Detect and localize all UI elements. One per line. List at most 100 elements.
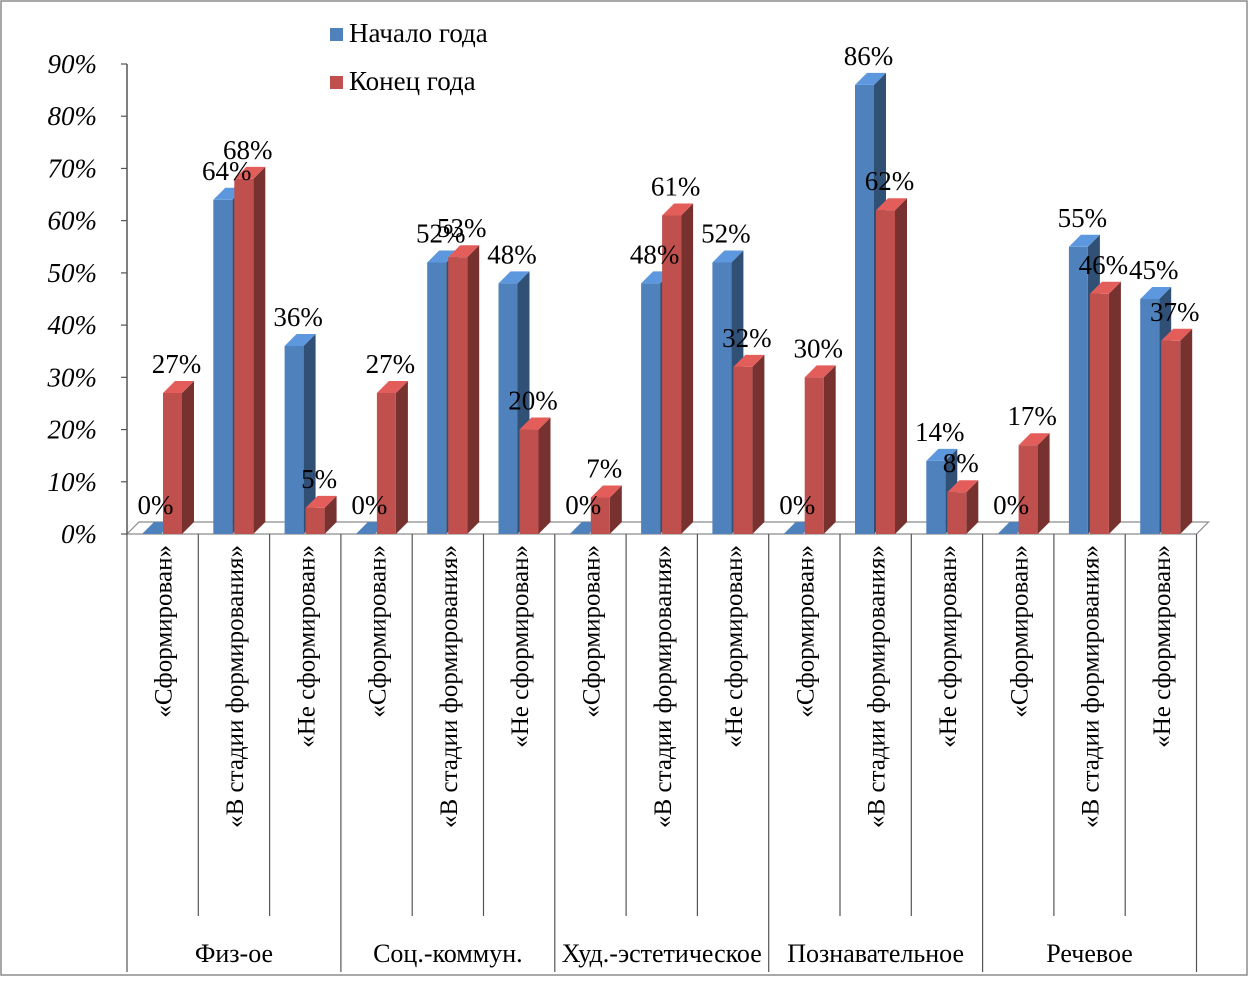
data-label: 0% [779,490,815,520]
bar-top [305,495,337,508]
bar-front [804,377,824,534]
data-label: 20% [508,386,558,416]
data-label: 0% [565,490,601,520]
bar-front [947,492,967,534]
data-label: 7% [586,453,622,483]
y-tick-label: 40% [48,310,98,340]
y-tick-label: 60% [48,206,98,236]
bar-front [284,346,304,534]
category-label: «В стадии формирования» [436,545,463,828]
bar-front [519,429,539,534]
bar [1161,328,1193,534]
bar [590,485,622,534]
category-label: «Сформирован» [578,545,605,718]
bar [876,198,907,534]
data-label: 45% [1129,255,1179,285]
bar-top [1140,287,1172,299]
bar-front [305,507,325,534]
bar-top [876,198,907,211]
y-tick-label: 90% [48,49,98,79]
category-label: «В стадии формирования» [222,545,249,828]
data-label: 0% [351,490,387,520]
bar-side [467,245,480,534]
bar [284,334,316,534]
bar-side [609,485,622,534]
bar-front [427,262,447,534]
bar [804,365,836,534]
bar-top [448,245,480,258]
bar [1018,433,1050,534]
bar-top [427,250,459,263]
bar-top [1068,234,1100,247]
y-tick-label: 30% [47,362,98,392]
bar-side [395,381,408,534]
category-label: «В стадии формирования» [650,545,677,828]
bar [519,417,551,534]
bar-top [234,166,266,179]
bar-side [253,166,266,534]
data-label: 68% [223,135,273,165]
bar-side [538,417,551,534]
data-label: 55% [1058,203,1108,233]
data-label: 32% [722,323,772,353]
bar [448,245,480,534]
category-label: «Сформирован» [365,545,392,718]
bar [163,381,194,534]
y-tick-label: 20% [48,415,98,445]
bar-front [855,84,874,534]
bar-top [733,354,765,367]
data-label: 0% [138,490,174,520]
bar-front [448,257,468,534]
legend-label: Начало года [349,18,488,48]
data-label: 86% [844,41,894,71]
bar-top [284,334,316,346]
data-labels-layer: 0% 64% 36% 0% 52% 48% 0% 48% 52% 0% 86% 14% 0% 55% 45%… [138,41,1200,520]
data-label: 8% [943,448,979,478]
bar-front [1018,445,1038,534]
bar-top [590,485,622,498]
bar-side [1108,281,1121,534]
data-label: 48% [487,239,537,269]
legend: Начало года Конец года [330,18,488,96]
category-label: «В стадии формирования» [864,545,891,828]
bar-top [926,448,958,461]
bar-front [733,366,753,534]
data-label: 52% [416,218,466,248]
group-label: Худ.-эстетическое [562,939,762,968]
bars-layer [142,72,1193,534]
bar [947,480,979,534]
category-table: «Сформирован» «В стадии формирования» «Не … [126,534,1198,972]
group-label: Речевое [1046,939,1133,968]
group-label: Физ-ое [195,939,273,968]
data-label: 5% [301,464,337,494]
category-label: «Сформирован» [151,545,178,718]
bar-top [855,72,886,85]
bar-top [498,271,530,284]
category-label: «Сформирован» [1006,545,1033,718]
bar-side [324,495,337,534]
data-label: 52% [701,218,751,248]
bar [376,381,408,534]
data-label: 27% [366,349,416,379]
bar-side [895,198,907,534]
bar-front [1161,340,1181,534]
data-label: 61% [651,171,701,201]
bar-side [823,365,836,534]
bar-top [947,480,979,493]
y-tick-label: 80% [48,101,98,131]
category-label: «Не сформирован» [507,545,534,748]
category-label: «Не сформирован» [721,545,748,748]
bar-front [234,178,254,534]
bar-side [1180,328,1193,534]
y-tick-label: 50% [48,258,98,288]
bar-top [1089,281,1121,294]
y-tick-label: 0% [61,519,97,549]
bar-top [376,381,408,393]
bar [234,166,266,534]
data-label: 37% [1150,297,1200,327]
bar-side [966,480,979,534]
y-tick-label: 70% [48,153,98,183]
data-label: 14% [915,417,965,447]
legend-swatch [330,76,343,89]
bar [733,354,765,534]
